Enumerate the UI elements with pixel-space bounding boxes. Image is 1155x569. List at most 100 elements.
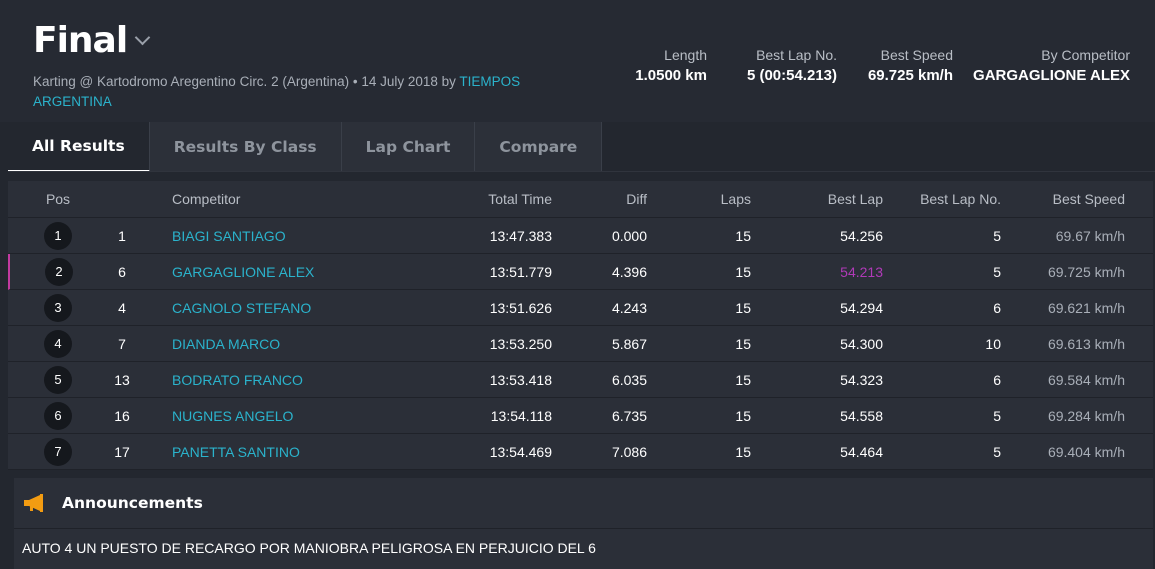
best-lap: 54.464 (840, 443, 883, 460)
position-badge: 7 (44, 437, 72, 466)
diff: 4.243 (611, 299, 647, 316)
best-lap: 54.294 (840, 299, 883, 316)
best-lap-no: 5 (993, 227, 1001, 244)
announcements-panel: Announcements AUTO 4 UN PUESTO DE RECARG… (14, 478, 1153, 569)
kart-number: 6 (118, 263, 126, 280)
title-row[interactable]: Final (33, 20, 151, 61)
table-row[interactable]: 4 7 DIANDA MARCO 13:53.250 5.867 15 54.3… (8, 326, 1153, 362)
tab-compare[interactable]: Compare (475, 122, 603, 172)
page-title: Final (33, 20, 128, 61)
diff: 0.000 (611, 227, 647, 244)
best-speed: 69.725 km/h (1047, 263, 1125, 280)
best-speed: 69.584 km/h (1047, 371, 1125, 388)
diff: 5.867 (611, 335, 647, 352)
competitor-link[interactable]: GARGAGLIONE ALEX (172, 263, 315, 280)
col-best-lap[interactable]: Best Lap (827, 191, 883, 207)
col-pos[interactable]: Pos (45, 191, 71, 207)
stat-value: 69.725 km/h (867, 67, 953, 84)
tab-divider (8, 171, 1155, 172)
results-table: Pos Competitor Total Time Diff Laps Best… (8, 181, 1153, 470)
position-badge: 5 (44, 365, 72, 394)
best-speed: 69.67 km/h (1055, 227, 1125, 244)
best-speed: 69.621 km/h (1047, 299, 1125, 316)
results-tabs: All Results Results By Class Lap Chart C… (8, 122, 603, 172)
stat-by-competitor: By Competitor GARGAGLIONE ALEX (973, 47, 1130, 84)
megaphone-icon (24, 494, 43, 512)
chevron-down-icon[interactable] (134, 29, 151, 46)
best-lap: 54.323 (840, 371, 883, 388)
laps: 15 (735, 299, 751, 316)
diff: 6.035 (611, 371, 647, 388)
kart-number: 17 (114, 443, 130, 460)
stat-label: Length (664, 47, 707, 63)
diff: 4.396 (611, 263, 647, 280)
col-total-time[interactable]: Total Time (488, 191, 552, 207)
session-header: Final Karting @ Kartodromo Aregentino Ci… (0, 0, 1155, 122)
position-badge: 2 (45, 257, 73, 286)
stat-value: 5 (00:54.213) (746, 67, 837, 84)
pos-cell: 7 (8, 437, 108, 466)
kart-number: 16 (114, 407, 130, 424)
table-row[interactable]: 3 4 CAGNOLO STEFANO 13:51.626 4.243 15 5… (8, 290, 1153, 326)
total-time: 13:54.118 (490, 407, 552, 424)
competitor-link[interactable]: CAGNOLO STEFANO (172, 299, 312, 316)
laps: 15 (735, 371, 751, 388)
position-badge: 6 (44, 401, 72, 430)
best-lap: 54.558 (840, 407, 883, 424)
total-time: 13:54.469 (489, 443, 552, 460)
pos-cell: 1 (8, 221, 108, 250)
table-header: Pos Competitor Total Time Diff Laps Best… (8, 181, 1153, 218)
best-lap-no: 10 (985, 335, 1001, 352)
best-lap-no: 5 (993, 407, 1001, 424)
best-lap: 54.213 (840, 263, 883, 280)
kart-number: 1 (118, 227, 126, 244)
table-row[interactable]: 2 6 GARGAGLIONE ALEX 13:51.779 4.396 15 … (8, 254, 1153, 290)
best-speed: 69.613 km/h (1047, 335, 1125, 352)
diff: 7.086 (611, 443, 647, 460)
kart-number: 4 (118, 299, 126, 316)
table-row[interactable]: 7 17 PANETTA SANTINO 13:54.469 7.086 15 … (8, 434, 1153, 470)
competitor-link[interactable]: NUGNES ANGELO (172, 407, 294, 424)
table-row[interactable]: 5 13 BODRATO FRANCO 13:53.418 6.035 15 5… (8, 362, 1153, 398)
position-badge: 1 (44, 221, 72, 250)
best-lap-no: 5 (993, 443, 1001, 460)
best-lap-no: 5 (993, 263, 1001, 280)
competitor-link[interactable]: PANETTA SANTINO (172, 443, 300, 460)
best-lap-no: 6 (993, 299, 1001, 316)
kart-number: 7 (118, 335, 126, 352)
stat-value: GARGAGLIONE ALEX (973, 67, 1130, 84)
table-row[interactable]: 6 16 NUGNES ANGELO 13:54.118 6.735 15 54… (8, 398, 1153, 434)
tab-lap-chart[interactable]: Lap Chart (341, 122, 476, 172)
col-laps[interactable]: Laps (720, 191, 751, 207)
best-lap: 54.256 (840, 227, 883, 244)
pos-cell: 4 (8, 329, 108, 358)
laps: 15 (735, 263, 751, 280)
competitor-link[interactable]: BIAGI SANTIAGO (172, 227, 286, 244)
position-badge: 4 (44, 329, 72, 358)
col-diff[interactable]: Diff (626, 191, 647, 207)
pos-cell: 5 (8, 365, 108, 394)
organizer-link[interactable]: TIEMPOS ARGENTINA (33, 74, 521, 109)
announcements-header: Announcements (14, 478, 1153, 529)
col-best-lap-no[interactable]: Best Lap No. (920, 191, 1001, 207)
stat-label: By Competitor (1041, 47, 1130, 63)
total-time: 13:51.779 (489, 263, 552, 280)
tab-results-by-class[interactable]: Results By Class (149, 122, 342, 172)
table-row[interactable]: 1 1 BIAGI SANTIAGO 13:47.383 0.000 15 54… (8, 218, 1153, 254)
best-lap: 54.300 (840, 335, 883, 352)
competitor-link[interactable]: DIANDA MARCO (172, 335, 281, 352)
competitor-link[interactable]: BODRATO FRANCO (172, 371, 303, 388)
position-badge: 3 (44, 293, 72, 322)
best-lap-no: 6 (993, 371, 1001, 388)
col-competitor[interactable]: Competitor (172, 191, 241, 207)
total-time: 13:53.418 (489, 371, 552, 388)
pos-cell: 3 (8, 293, 108, 322)
col-best-speed[interactable]: Best Speed (1052, 191, 1125, 207)
pos-cell: 2 (10, 257, 108, 286)
laps: 15 (735, 335, 751, 352)
diff: 6.735 (611, 407, 647, 424)
tab-all-results[interactable]: All Results (8, 122, 150, 172)
stat-label: Best Lap No. (756, 47, 837, 63)
best-speed: 69.404 km/h (1047, 443, 1125, 460)
laps: 15 (735, 227, 751, 244)
